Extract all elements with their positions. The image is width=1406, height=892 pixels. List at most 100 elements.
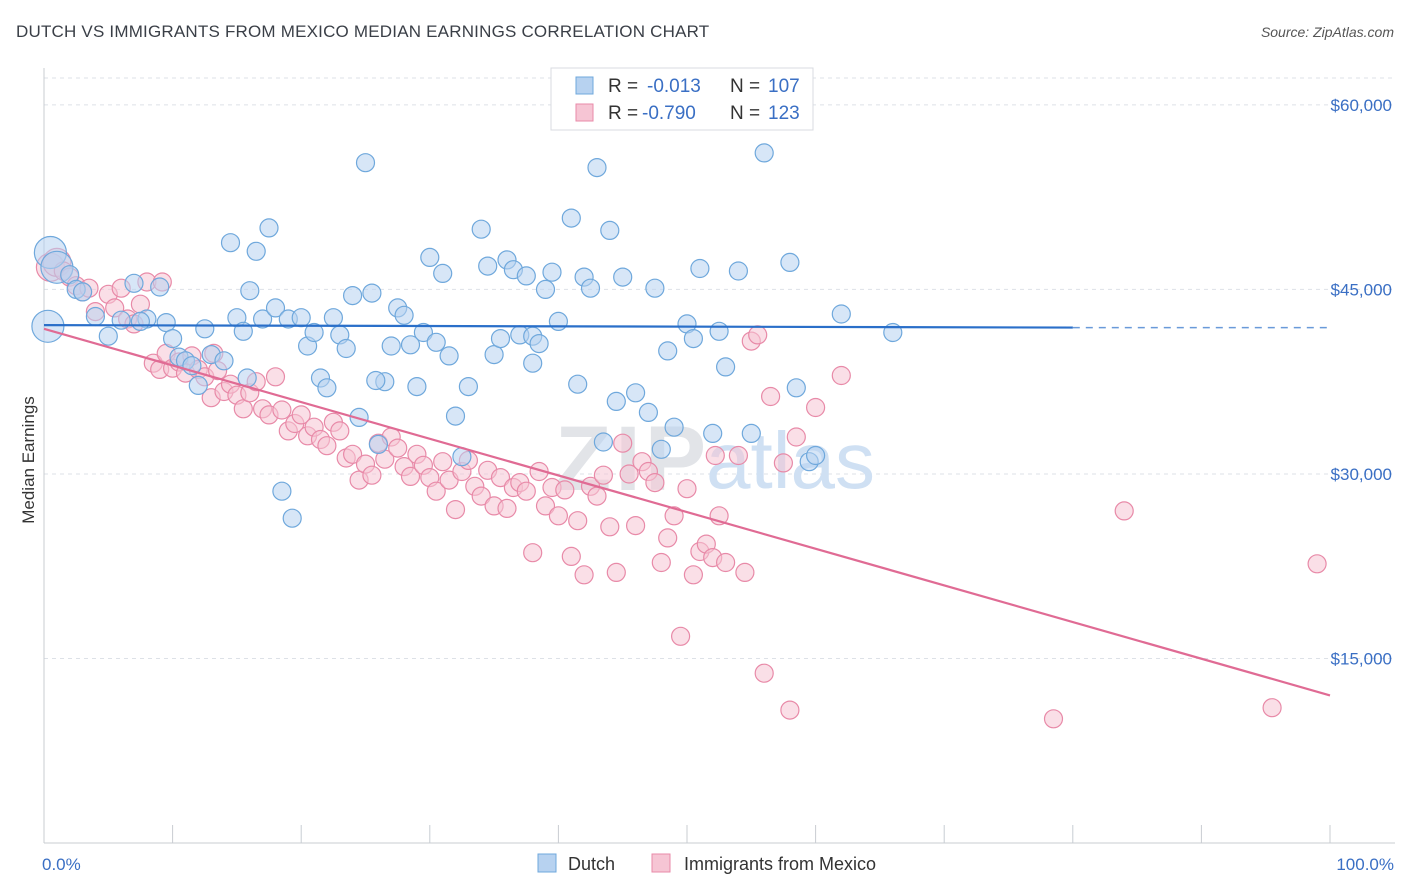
point-mexico-99 [683,565,704,585]
point-mexico-82 [574,565,594,585]
point-dutch-101 [523,353,543,373]
point-dutch-87 [683,329,704,349]
point-dutch-69 [542,262,562,282]
point-dutch-20 [220,233,241,253]
point-mexico-117 [1262,698,1282,718]
legend-swatch-mexico [575,103,594,122]
point-dutch-95 [754,143,774,163]
legend-r-value-mexico: -0.790 [642,103,696,124]
chart-source: Source: ZipAtlas.com [1260,24,1394,40]
point-dutch-70 [548,311,569,331]
x-tick-label-1: 100.0% [1336,855,1394,874]
point-dutch-51 [420,247,440,267]
point-dutch-80 [625,383,646,403]
point-mexico-69 [490,468,511,488]
y-tick-labels: $15,000 $30,000 $45,000 $60,000 [1331,96,1392,669]
point-dutch-78 [606,391,626,411]
point-mexico-87 [606,562,626,583]
legend-r-label-mexico: R = [608,103,638,124]
point-dutch-76 [593,432,614,452]
point-mexico-105 [728,445,749,466]
point-dutch-12 [156,313,176,333]
legend-n-value-mexico: 123 [768,103,800,124]
point-dutch-27 [265,298,286,318]
point-mexico-66 [471,486,491,506]
point-mexico-85 [593,465,614,485]
point-dutch-39 [343,286,363,306]
point-dutch-79 [613,267,633,287]
point-mexico-55 [400,466,421,486]
point-mexico-46 [343,444,363,464]
x-tick-labels: 0.0% 100.0% [42,855,1394,874]
trend-lines [43,324,1331,697]
point-dutch-55 [445,406,466,426]
point-mexico-84 [587,486,607,506]
bottom-legend-dutch: Dutch [568,854,615,874]
point-dutch-85 [664,417,684,437]
point-mexico-53 [388,438,408,458]
point-dutch-91 [709,321,729,341]
point-dutch-53 [433,263,453,283]
legend-swatch-dutch [575,76,594,95]
bottom-legend: Dutch Immigrants from Mexico [537,853,876,874]
point-dutch-72 [568,374,588,394]
point-dutch-40 [349,407,369,427]
point-dutch-33 [304,322,324,343]
point-dutch-25 [253,309,273,329]
point-mexico-95 [658,528,678,548]
point-dutch-26 [259,218,279,238]
point-dutch-82 [645,278,665,298]
axes [43,68,1395,844]
point-dutch-100 [831,304,851,324]
y-tick-label-2: $45,000 [1331,280,1392,299]
point-mexico-93 [645,473,665,493]
trend-line-dutch [43,324,1073,329]
point-dutch-77 [600,220,620,240]
x-tick-label-0: 0.0% [42,855,81,874]
point-dutch-65 [516,266,536,286]
point-dutch-52 [426,332,446,352]
y-tick-label-0: $15,000 [1331,649,1392,668]
point-dutch-28 [272,481,292,501]
point-mexico-42 [317,436,337,456]
point-dutch-9 [124,273,144,293]
point-mexico-76 [535,496,556,516]
point-dutch-49 [407,377,427,397]
point-mexico-81 [568,511,588,531]
point-dutch-35 [317,378,337,398]
point-mexico-109 [760,386,781,407]
point-dutch-60 [484,345,504,365]
point-mexico-78 [548,506,569,526]
point-mexico-106 [735,562,755,583]
point-dutch-23 [240,281,260,301]
point-mexico-94 [651,552,671,573]
point-dutch-19 [214,351,234,371]
point-dutch-59 [478,256,498,276]
legend-box: R = -0.013 N = 107 R = -0.790 N = 123 [550,67,814,131]
point-mexico-35 [272,400,292,420]
point-dutch-1 [31,309,65,343]
point-mexico-88 [613,433,633,453]
point-mexico-108 [748,325,768,345]
point-dutch-83 [651,439,671,459]
point-dutch-30 [282,508,302,528]
point-dutch-81 [638,402,659,422]
point-mexico-119 [831,365,851,386]
point-dutch-93 [728,261,749,281]
point-mexico-73 [516,481,536,501]
y-tick-label-3: $60,000 [1331,96,1392,115]
point-dutch-92 [715,357,736,377]
point-dutch-97 [786,378,806,398]
point-mexico-89 [619,464,639,484]
point-mexico-74 [523,543,543,563]
point-mexico-122 [705,445,725,466]
point-dutch-31 [291,308,311,328]
point-dutch-94 [741,423,761,443]
point-dutch-8 [111,310,131,330]
point-mexico-29 [233,399,253,419]
point-dutch-61 [490,329,511,349]
point-dutch-38 [336,338,356,359]
legend-n-label-dutch: N = [730,76,760,97]
point-mexico-96 [664,506,684,526]
point-dutch-41 [355,153,376,173]
